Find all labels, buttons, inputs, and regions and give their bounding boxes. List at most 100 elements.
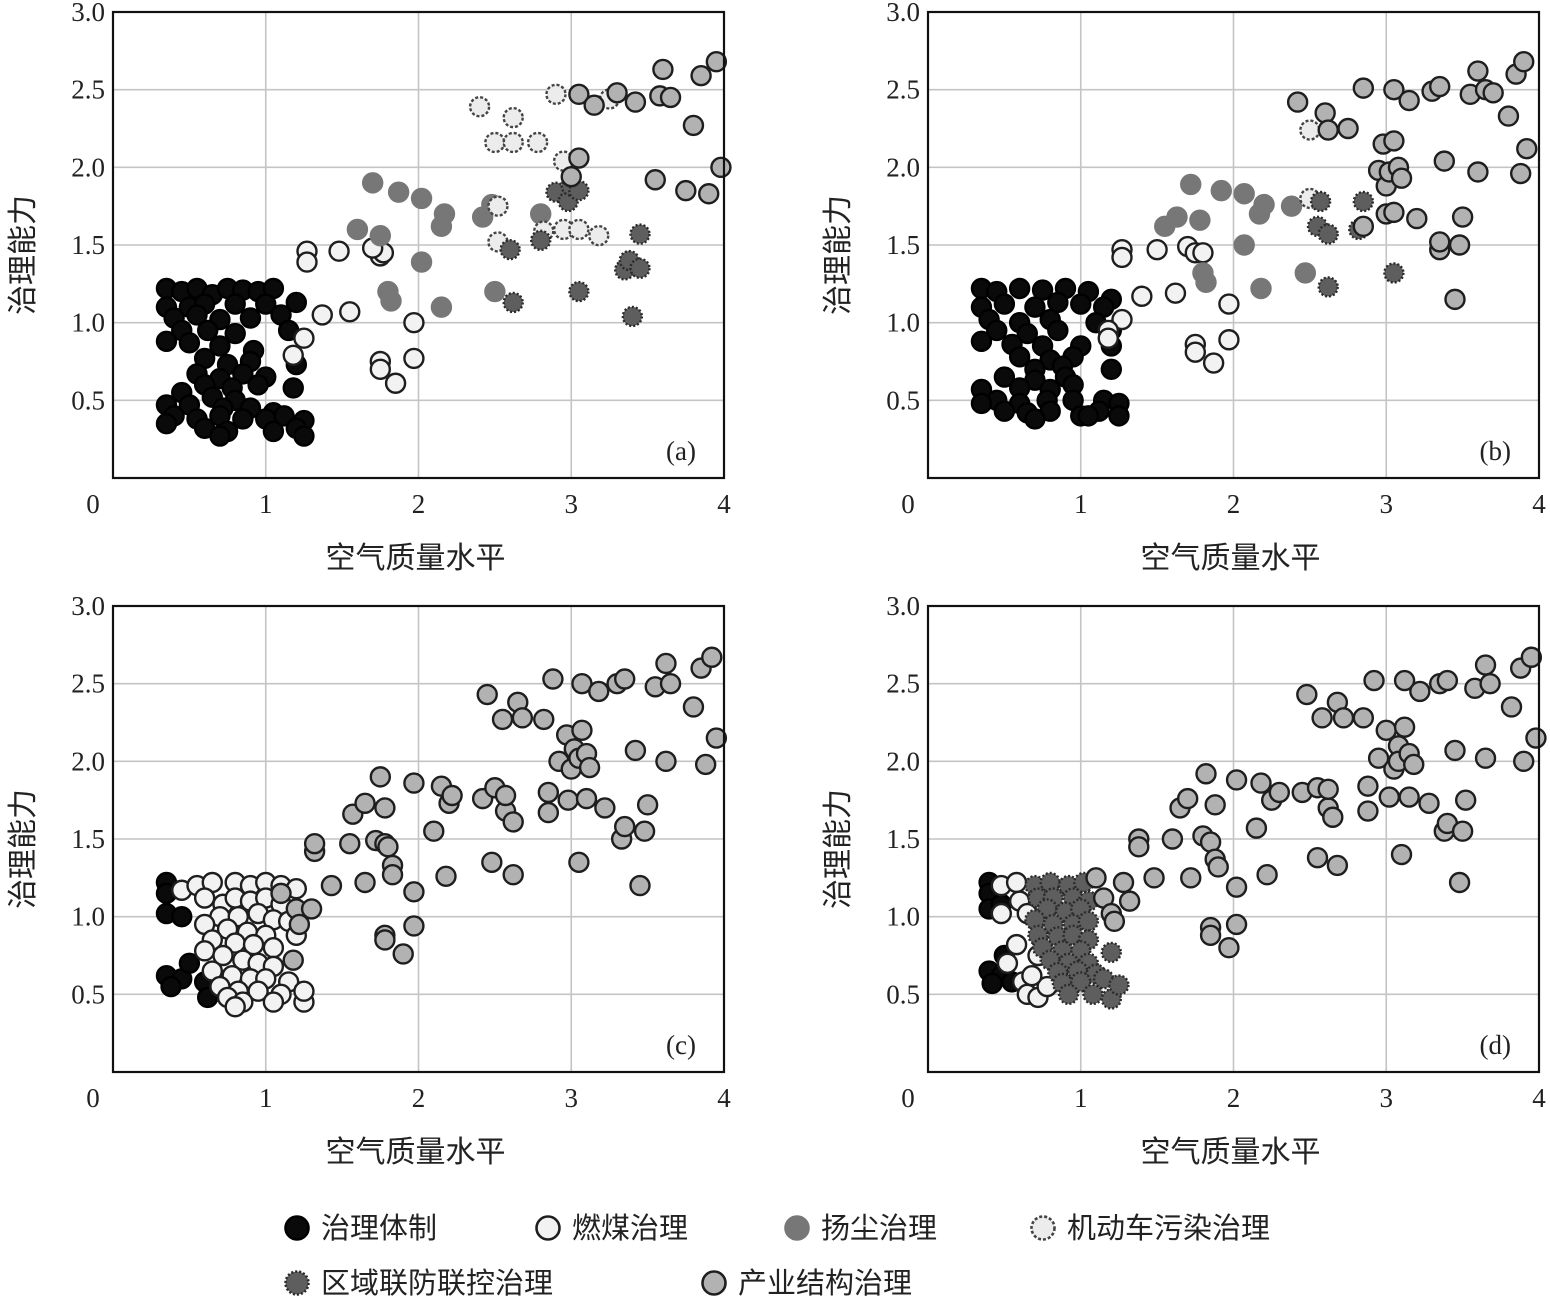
data-point	[530, 203, 552, 225]
data-point	[537, 781, 560, 804]
data-point	[614, 668, 636, 690]
data-point	[1057, 983, 1080, 1006]
series-扬尘治理	[346, 172, 552, 318]
data-point	[1509, 162, 1532, 185]
data-point	[629, 874, 651, 897]
data-point	[1016, 322, 1038, 345]
data-point	[239, 307, 262, 329]
data-point	[320, 874, 343, 897]
data-point	[1352, 215, 1375, 238]
data-point	[1280, 195, 1303, 217]
chart-panel-b: 0 1 2 3 4 0.5 1.0 1.5 2.0 2.5 3.0 空气质量水平 治理能力 (b)	[821, 0, 1546, 576]
data-point	[387, 181, 410, 203]
data-point	[1225, 913, 1248, 936]
data-point	[247, 374, 269, 396]
data-point	[160, 975, 182, 998]
data-point	[1189, 209, 1211, 231]
data-point	[403, 347, 425, 370]
data-point	[1317, 276, 1339, 298]
data-point	[1131, 285, 1153, 307]
data-point	[1111, 246, 1133, 269]
points	[155, 51, 732, 447]
data-point	[384, 372, 407, 394]
data-point	[1250, 772, 1272, 794]
panel-label: (d)	[1480, 1030, 1511, 1060]
data-point	[502, 864, 524, 886]
data-point	[705, 51, 728, 73]
data-point	[1225, 876, 1248, 898]
data-point	[560, 165, 582, 188]
data-point	[1309, 190, 1332, 213]
data-point	[1008, 277, 1031, 300]
data-point	[986, 319, 1008, 342]
data-point	[410, 251, 433, 273]
y-tick-label: 1.0	[886, 902, 920, 932]
y-tick-label: 1.0	[886, 308, 920, 338]
data-point	[285, 291, 307, 314]
data-point	[1100, 358, 1123, 380]
data-point	[1207, 856, 1229, 878]
data-point	[224, 322, 246, 345]
legend-marker	[784, 1215, 810, 1241]
y-tick-label: 2.0	[71, 152, 105, 182]
data-point	[339, 832, 361, 855]
data-point	[403, 915, 425, 937]
data-point	[499, 238, 521, 261]
data-point	[374, 929, 396, 951]
data-point	[484, 280, 506, 303]
data-point	[1444, 739, 1466, 762]
data-point	[682, 114, 705, 137]
y-tick-label: 2.5	[71, 75, 105, 105]
data-point	[232, 363, 254, 385]
data-point	[1161, 828, 1184, 850]
data-point	[1433, 150, 1455, 172]
data-point	[1454, 789, 1477, 811]
y-tick-label: 2.5	[71, 669, 105, 699]
data-point	[1233, 183, 1255, 205]
data-point	[1448, 871, 1471, 894]
y-tick-label: 2.0	[886, 746, 920, 776]
y-tick-label: 2.5	[886, 75, 920, 105]
data-point	[1482, 82, 1504, 104]
data-point	[293, 980, 315, 1002]
panel-label: (b)	[1480, 436, 1511, 466]
data-point	[1311, 707, 1333, 729]
data-point	[1070, 971, 1092, 993]
data-point	[575, 787, 598, 810]
data-point	[155, 330, 178, 353]
data-point	[441, 784, 463, 807]
data-point	[232, 408, 254, 430]
data-point	[1005, 871, 1028, 894]
data-point	[1497, 105, 1520, 127]
data-point	[1112, 871, 1135, 894]
data-point	[690, 64, 712, 87]
x-tick-label: 1	[1074, 1083, 1088, 1113]
data-point	[1317, 778, 1339, 800]
data-point	[346, 218, 369, 241]
data-point	[1225, 769, 1248, 791]
x-tick-label: 4	[717, 489, 731, 519]
series-燃煤治理	[282, 237, 425, 394]
y-axis-label: 治理能力	[6, 195, 41, 315]
data-point	[262, 420, 285, 443]
data-point	[1218, 329, 1240, 351]
data-point	[1294, 262, 1316, 284]
data-point	[224, 996, 246, 1018]
y-tick-label: 0.5	[71, 385, 105, 415]
x-tick-label: 4	[1532, 489, 1546, 519]
data-point	[502, 106, 524, 129]
data-point	[303, 832, 326, 855]
data-point	[652, 58, 674, 81]
data-point	[583, 94, 605, 116]
data-point	[328, 240, 350, 262]
x-tick-label: 1	[259, 1083, 273, 1113]
data-point	[1451, 206, 1474, 228]
data-point	[694, 753, 717, 776]
data-point	[247, 980, 269, 1002]
data-point	[1100, 941, 1123, 964]
y-tick-label: 1.5	[886, 230, 920, 260]
data-point	[481, 851, 503, 873]
data-point	[655, 652, 677, 675]
